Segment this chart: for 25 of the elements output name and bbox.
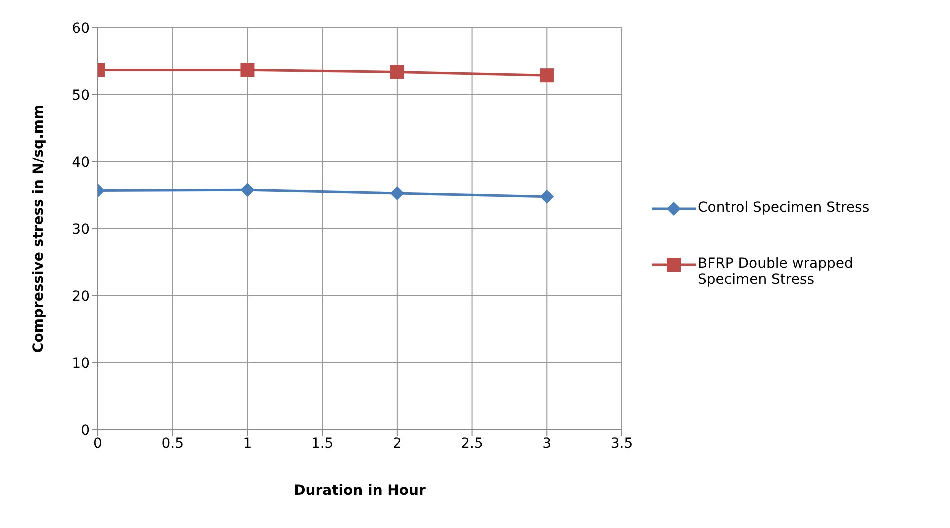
legend-label: BFRP Double wrapped Specimen Stress [698,256,854,288]
y-tick-label: 60 [72,20,90,37]
point [540,190,554,204]
y-tick-label: 40 [72,154,90,171]
x-tick-label: 1.5 [311,436,334,452]
x-tick-label: 3.5 [610,436,634,452]
x-tick-label: 0 [94,436,102,452]
x-tick-label: 2 [392,436,402,452]
y-tick-label: 10 [72,356,90,372]
y-tick-label: 20 [72,288,90,305]
y-tick-label: 50 [72,88,90,104]
point [390,65,404,80]
y-tick-label: 0 [81,422,90,439]
x-tick-label: 3 [542,436,552,452]
legend-label: Control Specimen Stress [698,200,870,216]
x-tick-label: 2.5 [461,436,484,452]
point [240,183,255,198]
point [390,186,404,200]
y-tick-label: 30 [72,222,90,238]
point [240,63,255,78]
x-tick-label: 0.5 [162,436,184,452]
y-axis-title: Compressive stress in N/sq.mm [30,104,47,354]
point [540,68,554,83]
x-tick-label: 1 [243,436,252,452]
x-axis-title: Duration in Hour [294,483,426,499]
